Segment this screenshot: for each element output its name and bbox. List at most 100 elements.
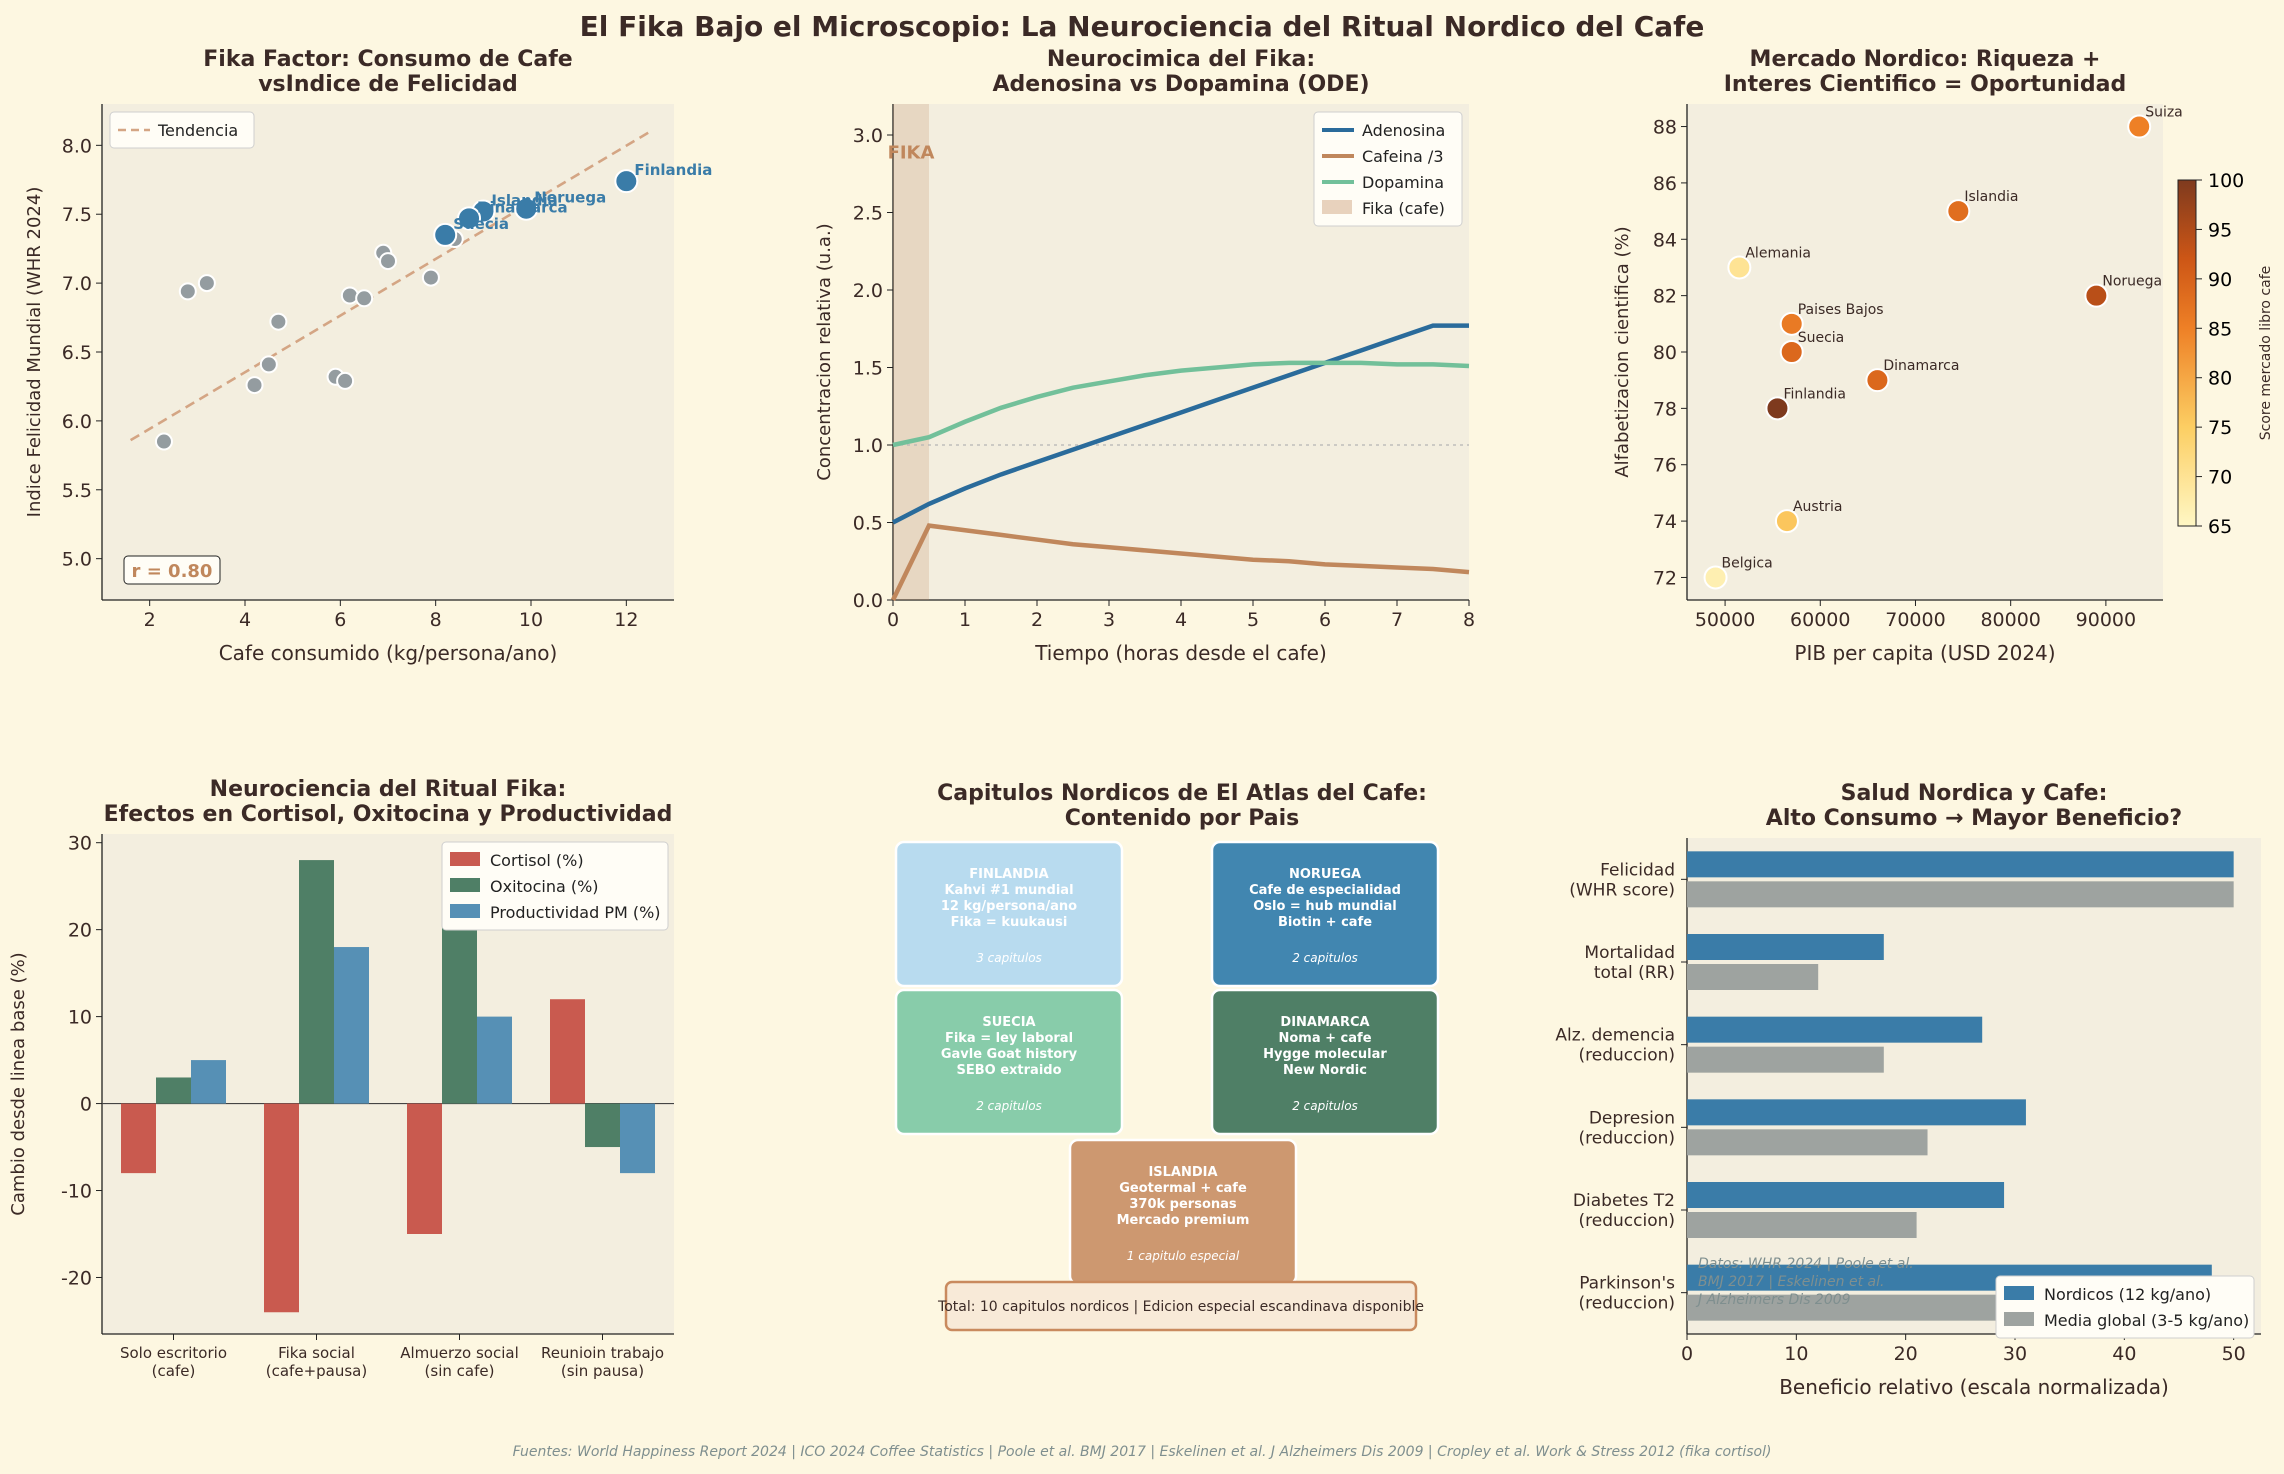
y-tick-label: Alz. demencia (reduccion) [1555, 1026, 1675, 1066]
x-axis-label: Cafe consumido (kg/persona/ano) [219, 641, 558, 665]
country-point [154, 432, 173, 451]
card-line: Noma + cafe [1278, 1031, 1371, 1046]
country-point-label: Islandia [1964, 189, 2018, 205]
card-background [894, 988, 1124, 1136]
panel-title: Mercado Nordico: Riqueza + Interes Cienti… [1724, 47, 2127, 97]
bar-oxitocina [585, 1103, 620, 1148]
y-tick-label: 1.0 [853, 435, 883, 457]
country-point [245, 376, 264, 395]
legend-label: Productividad PM (%) [490, 903, 661, 922]
x-tick-label: 12 [614, 609, 638, 631]
card-chapters: 2 capitulos [1292, 1099, 1358, 1113]
y-tick-label: 6.0 [62, 411, 92, 433]
x-tick-label: 2 [1031, 609, 1043, 631]
x-axis-label: PIB per capita (USD 2024) [1794, 641, 2055, 665]
x-axis-label: Tiempo (horas desde el cafe) [1034, 641, 1327, 665]
y-tick-label: 76 [1653, 455, 1677, 477]
country-point [336, 371, 355, 390]
legend-label: Fika (cafe) [1362, 199, 1445, 218]
x-tick-label: 5 [1247, 609, 1259, 631]
card-line: Fika = ley laboral [945, 1031, 1073, 1046]
colorbar-tick-label: 100 [2208, 170, 2244, 192]
bar-cortisol [407, 1103, 442, 1234]
y-tick-label: 84 [1653, 229, 1677, 251]
x-tick-label: Reunioin trabajo (sin pausa) [541, 1344, 664, 1380]
legend-label: Media global (3-5 kg/ano) [2044, 1311, 2249, 1330]
bar-media-global [1687, 1046, 1884, 1073]
card-country: DINAMARCA [1280, 1015, 1369, 1030]
y-axis-label: Indice Felicidad Mundial (WHR 2024) [24, 187, 45, 518]
country-point [1946, 199, 1971, 224]
panel-nordic-market: 50000 60000 70000 80000 90000 72 74 76 78 80 82 84 8… [1612, 47, 2274, 665]
colorbar-tick-label: 65 [2208, 516, 2232, 538]
series-line-adenosina [891, 323, 1469, 525]
bar-cortisol [550, 999, 585, 1104]
card-background [1210, 840, 1440, 988]
country-point-label: Finlandia [1783, 386, 1846, 402]
card-chapters: 2 capitulos [1292, 951, 1358, 965]
legend-swatch [1322, 200, 1352, 214]
y-tick-label: 7.5 [62, 204, 92, 226]
y-tick-label: 3.0 [853, 125, 883, 147]
panel-title: Neurociencia del Ritual Fika: Efectos en … [104, 777, 673, 827]
legend-box [1995, 1275, 2255, 1339]
nordic-point [514, 196, 539, 221]
colorbar-tick-label: 80 [2208, 368, 2232, 390]
y-tick-label: -20 [61, 1267, 92, 1289]
y-tick-label: 8.0 [62, 135, 92, 157]
bar-oxitocina [442, 912, 477, 1104]
card-country: ISLANDIA [1148, 1165, 1217, 1180]
bar-media-global [1687, 881, 2234, 908]
x-tick-label: 10 [1784, 1343, 1808, 1365]
card-line: Biotin + cafe [1278, 915, 1372, 930]
country-point [340, 286, 359, 305]
total-box [944, 1280, 1418, 1332]
card-background [894, 840, 1124, 988]
country-point [1865, 368, 1890, 393]
country-point [1765, 396, 1790, 421]
panel-title: Fika Factor: Consumo de Cafe vsIndice de … [203, 47, 572, 97]
y-tick-label: 0 [80, 1094, 92, 1116]
x-tick-label: 60000 [1790, 609, 1850, 631]
series-line-cafeina [890, 523, 1470, 601]
bar-productividad [477, 1016, 512, 1104]
country-point-label: Noruega [2102, 274, 2162, 290]
y-tick-label: 74 [1653, 511, 1677, 533]
x-tick-label: 1 [959, 609, 971, 631]
panel-nordic-health: 0 10 20 30 40 50 Salud Nordica y Cafe: Alto Con… [1555, 781, 2261, 1399]
bar-cortisol [121, 1103, 156, 1174]
y-axis-label: Concentracion relativa (u.a.) [814, 223, 835, 480]
legend-swatch [2004, 1286, 2034, 1300]
colorbar [2177, 179, 2197, 527]
y-tick-label: 2.5 [853, 203, 883, 225]
y-tick-label: -10 [61, 1181, 92, 1203]
y-tick-label: Parkinson's (reduccion) [1579, 1274, 1676, 1314]
x-tick-label: 70000 [1885, 609, 1945, 631]
y-tick-label: Mortalidad total (RR) [1584, 943, 1675, 983]
nordic-point-label: Noruega [534, 189, 606, 207]
colorbar-tick-label: 70 [2208, 467, 2232, 489]
card-country: NORUEGA [1289, 867, 1361, 882]
y-tick-label: 72 [1653, 567, 1677, 589]
y-tick-label: 6.5 [62, 342, 92, 364]
bar-nordicos [1687, 934, 1884, 960]
legend-swatch [450, 878, 480, 892]
card-line: New Nordic [1283, 1063, 1367, 1078]
country-point [1779, 340, 1804, 364]
figure-footer: Fuentes: World Happiness Report 2024 | I… [513, 1444, 1772, 1460]
y-tick-label: Felicidad (WHR score) [1569, 860, 1675, 900]
nordic-point [433, 222, 458, 247]
colorbar-tick-label: 75 [2208, 417, 2232, 439]
country-point-label: Suiza [2145, 105, 2183, 121]
card-country: SUECIA [982, 1015, 1035, 1030]
y-tick-label: 5.5 [62, 480, 92, 502]
card-line: Hygge molecular [1263, 1047, 1387, 1062]
trend-line [129, 130, 651, 442]
legend-label: Tendencia [157, 121, 238, 140]
legend-box [441, 841, 669, 931]
series-line-dopamina [892, 360, 1470, 448]
x-tick-label: 6 [1319, 609, 1331, 631]
